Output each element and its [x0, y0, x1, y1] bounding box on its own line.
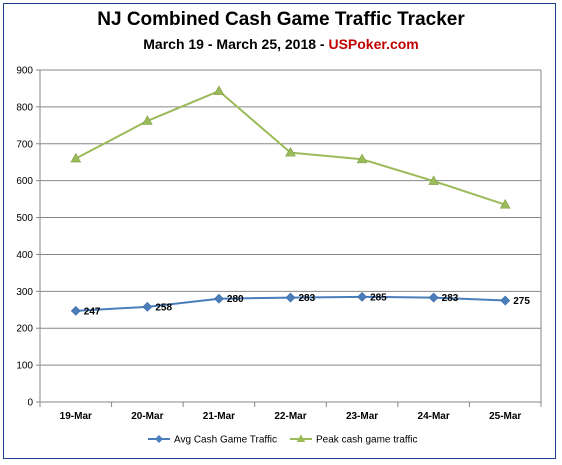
- y-tick-label: 200: [16, 324, 33, 335]
- data-point-avg: [357, 291, 367, 302]
- data-label: 258: [155, 302, 172, 313]
- x-tick-label: 20-Mar: [131, 411, 163, 422]
- subtitle-brand: USPoker.com: [328, 36, 419, 52]
- data-point-peak: [356, 153, 368, 164]
- data-point-avg: [285, 292, 296, 303]
- y-tick-label: 900: [16, 66, 33, 77]
- legend-marker-triangle: [296, 434, 306, 442]
- y-tick-label: 700: [16, 139, 33, 150]
- y-tick-label: 0: [27, 398, 33, 409]
- data-point-peak: [285, 147, 296, 157]
- data-point-avg: [428, 292, 439, 303]
- data-point-peak: [142, 115, 153, 125]
- y-tick-label: 600: [16, 176, 33, 187]
- data-label: 275: [513, 296, 530, 307]
- chart-subtitle: March 19 - March 25, 2018 - USPoker.com: [0, 34, 562, 54]
- data-point-peak: [70, 152, 82, 163]
- y-tick-label: 300: [16, 287, 33, 298]
- chart-title: NJ Combined Cash Game Traffic Tracker: [97, 9, 465, 30]
- data-point-peak: [428, 175, 439, 185]
- data-label: 280: [227, 294, 244, 305]
- data-label: 285: [370, 292, 387, 303]
- y-tick-label: 500: [16, 213, 33, 224]
- x-tick-label: 22-Mar: [274, 411, 306, 422]
- data-point-avg: [142, 301, 153, 312]
- data-point-avg: [500, 295, 511, 306]
- y-tick-label: 100: [16, 361, 33, 372]
- legend-label-1: Avg Cash Game Traffic: [174, 435, 277, 446]
- y-tick-label: 400: [16, 250, 33, 261]
- data-label: 283: [299, 293, 316, 304]
- y-tick-label: 800: [16, 102, 33, 113]
- title-block: NJ Combined Cash Game Traffic Tracker Ma…: [0, 8, 562, 54]
- legend-marker-diamond: [155, 435, 163, 443]
- x-tick-label: 24-Mar: [418, 411, 450, 422]
- x-tick-label: 21-Mar: [203, 411, 235, 422]
- data-label: 247: [84, 306, 101, 317]
- x-tick-label: 23-Mar: [346, 411, 378, 422]
- subtitle-date-range: March 19 - March 25, 2018 -: [143, 36, 329, 52]
- data-point-avg: [214, 293, 224, 304]
- x-tick-label: 25-Mar: [489, 411, 521, 422]
- data-point-peak: [213, 85, 225, 95]
- legend-label-2: Peak cash game traffic: [316, 435, 418, 446]
- x-tick-label: 19-Mar: [60, 411, 92, 422]
- data-point-avg: [70, 305, 81, 316]
- chart-frame: [3, 3, 556, 459]
- data-point-peak: [499, 199, 511, 209]
- data-label: 283: [442, 293, 459, 304]
